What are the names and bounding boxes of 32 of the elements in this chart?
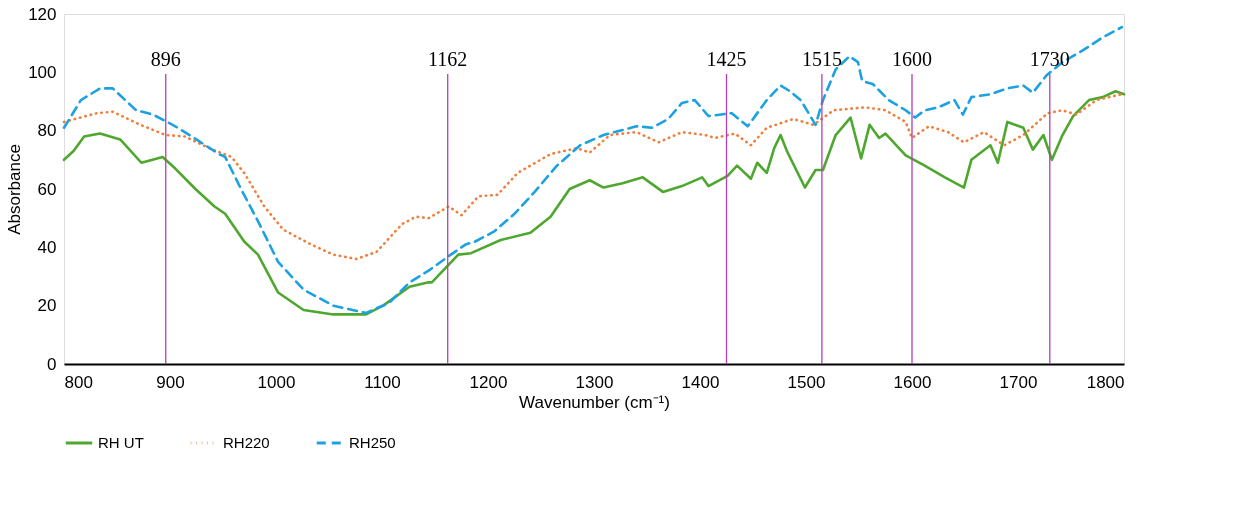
x-tick-label: 1400 xyxy=(681,372,720,392)
line-series xyxy=(62,25,1124,315)
line-series xyxy=(62,92,1124,261)
ref-line-label: 1600 xyxy=(892,48,932,70)
y-tick-label: 60 xyxy=(37,179,57,199)
ref-line-label: 1162 xyxy=(428,48,468,70)
legend-label: RH250 xyxy=(349,434,396,451)
x-tick-label: 1200 xyxy=(469,372,508,392)
x-tick-label: 1500 xyxy=(787,372,826,392)
x-tick-label: 1700 xyxy=(999,372,1038,392)
legend-label: RH UT xyxy=(98,434,144,451)
x-tick-label: 1600 xyxy=(893,372,932,392)
ref-line-label: 1425 xyxy=(706,48,747,70)
x-tick-label: 1100 xyxy=(364,372,401,392)
x-tick-label: 900 xyxy=(156,372,185,392)
y-axis-title: Absorbance xyxy=(5,144,25,235)
y-tick-label: 20 xyxy=(37,296,57,316)
line-series xyxy=(62,89,1126,316)
legend-label: RH220 xyxy=(223,434,270,451)
x-tick-label: 800 xyxy=(64,372,93,392)
y-tick-label: 40 xyxy=(37,237,57,257)
y-tick-label: 0 xyxy=(47,354,57,374)
x-axis-title: Wavenumber (cm⁻¹) xyxy=(519,392,670,412)
x-tick-label: 1800 xyxy=(1086,372,1125,392)
ref-line-label: 896 xyxy=(150,48,181,70)
y-tick-label: 80 xyxy=(37,121,57,141)
x-tick-label: 1000 xyxy=(257,372,296,392)
y-tick-label: 100 xyxy=(28,62,57,82)
ref-line-label: 1515 xyxy=(801,48,842,70)
y-tick-label: 120 xyxy=(28,4,57,24)
ref-line-label: 1730 xyxy=(1029,48,1070,70)
x-tick-label: 1300 xyxy=(575,372,614,392)
